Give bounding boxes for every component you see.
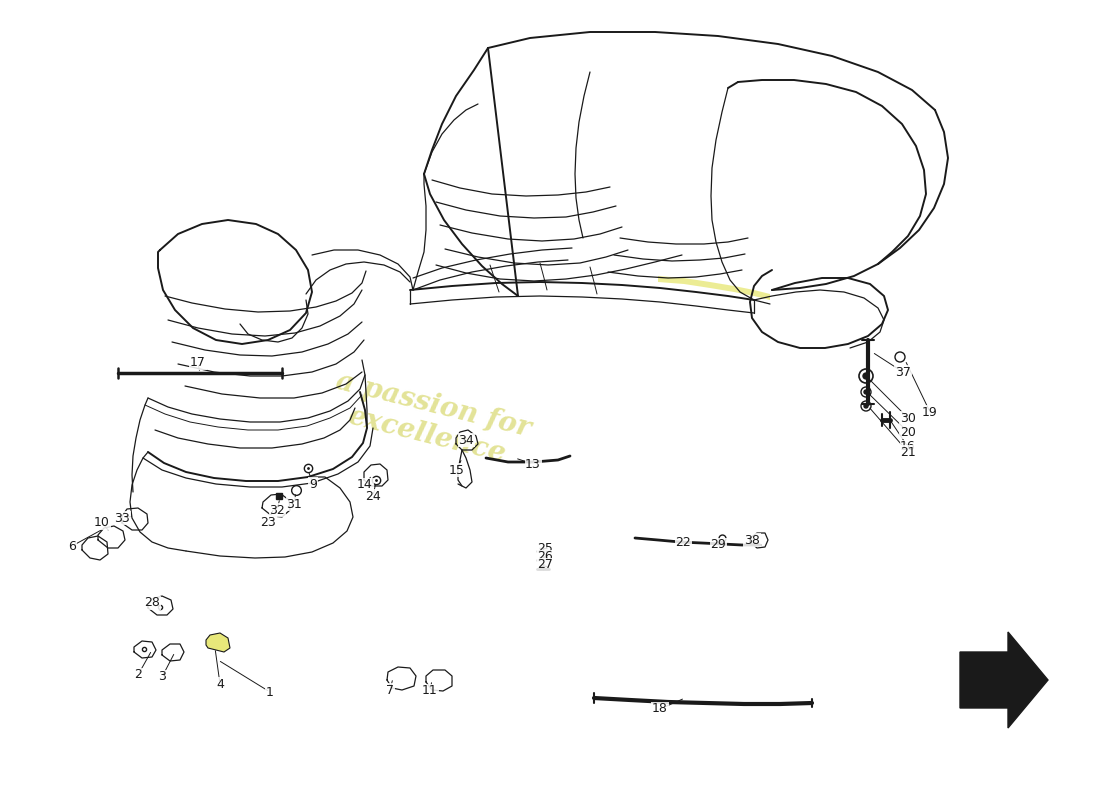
- Text: 26: 26: [537, 550, 553, 563]
- Text: 11: 11: [422, 685, 438, 698]
- Text: 20: 20: [900, 426, 916, 438]
- Text: 25: 25: [537, 542, 553, 554]
- Text: 34: 34: [458, 434, 474, 446]
- Text: 19: 19: [922, 406, 938, 418]
- Text: 6: 6: [68, 539, 76, 553]
- Text: a passion for
excellence: a passion for excellence: [326, 367, 535, 473]
- Text: 30: 30: [900, 411, 916, 425]
- Text: 27: 27: [537, 558, 553, 571]
- Text: 13: 13: [525, 458, 541, 470]
- Text: 16: 16: [900, 441, 916, 454]
- Text: 14: 14: [358, 478, 373, 491]
- Text: 24: 24: [365, 490, 381, 502]
- Circle shape: [864, 373, 869, 379]
- Text: 21: 21: [900, 446, 916, 458]
- Text: 22: 22: [675, 535, 691, 549]
- Text: 7: 7: [386, 683, 394, 697]
- Text: 2: 2: [134, 669, 142, 682]
- Text: 9: 9: [309, 478, 317, 490]
- Text: 33: 33: [114, 511, 130, 525]
- Text: 10: 10: [95, 517, 110, 530]
- Polygon shape: [658, 276, 770, 300]
- Text: 17: 17: [190, 357, 206, 370]
- Text: 37: 37: [895, 366, 911, 378]
- Circle shape: [864, 390, 868, 394]
- Text: 1: 1: [266, 686, 274, 698]
- Circle shape: [864, 404, 868, 408]
- Text: 38: 38: [744, 534, 760, 546]
- Text: 4: 4: [216, 678, 224, 690]
- Polygon shape: [206, 633, 230, 652]
- Text: 23: 23: [260, 515, 276, 529]
- Text: 3: 3: [158, 670, 166, 683]
- Text: 15: 15: [449, 463, 465, 477]
- Text: 18: 18: [652, 702, 668, 715]
- Text: 29: 29: [711, 538, 726, 551]
- Polygon shape: [960, 632, 1048, 728]
- Text: 31: 31: [286, 498, 301, 510]
- Text: 28: 28: [144, 597, 159, 610]
- Text: 32: 32: [270, 503, 285, 517]
